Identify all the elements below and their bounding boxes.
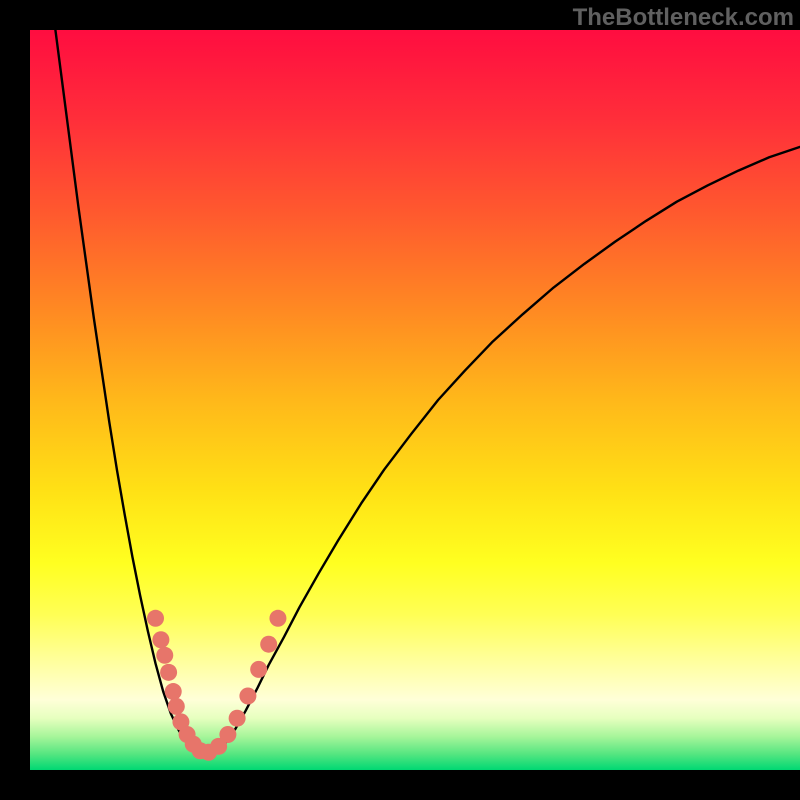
marker-dot [260, 636, 277, 653]
marker-dot [269, 610, 286, 627]
marker-dot [229, 710, 246, 727]
marker-dot [156, 647, 173, 664]
marker-dot [168, 698, 185, 715]
marker-dot [147, 610, 164, 627]
plot-area [30, 30, 800, 770]
watermark-text: TheBottleneck.com [573, 4, 794, 32]
marker-dot [250, 661, 267, 678]
chart-root: TheBottleneck.com [0, 0, 800, 800]
marker-group [147, 610, 286, 761]
marker-dot [239, 688, 256, 705]
marker-dot [152, 631, 169, 648]
marker-dot [219, 726, 236, 743]
curve-layer [30, 30, 800, 770]
marker-dot [160, 664, 177, 681]
marker-dot [165, 683, 182, 700]
